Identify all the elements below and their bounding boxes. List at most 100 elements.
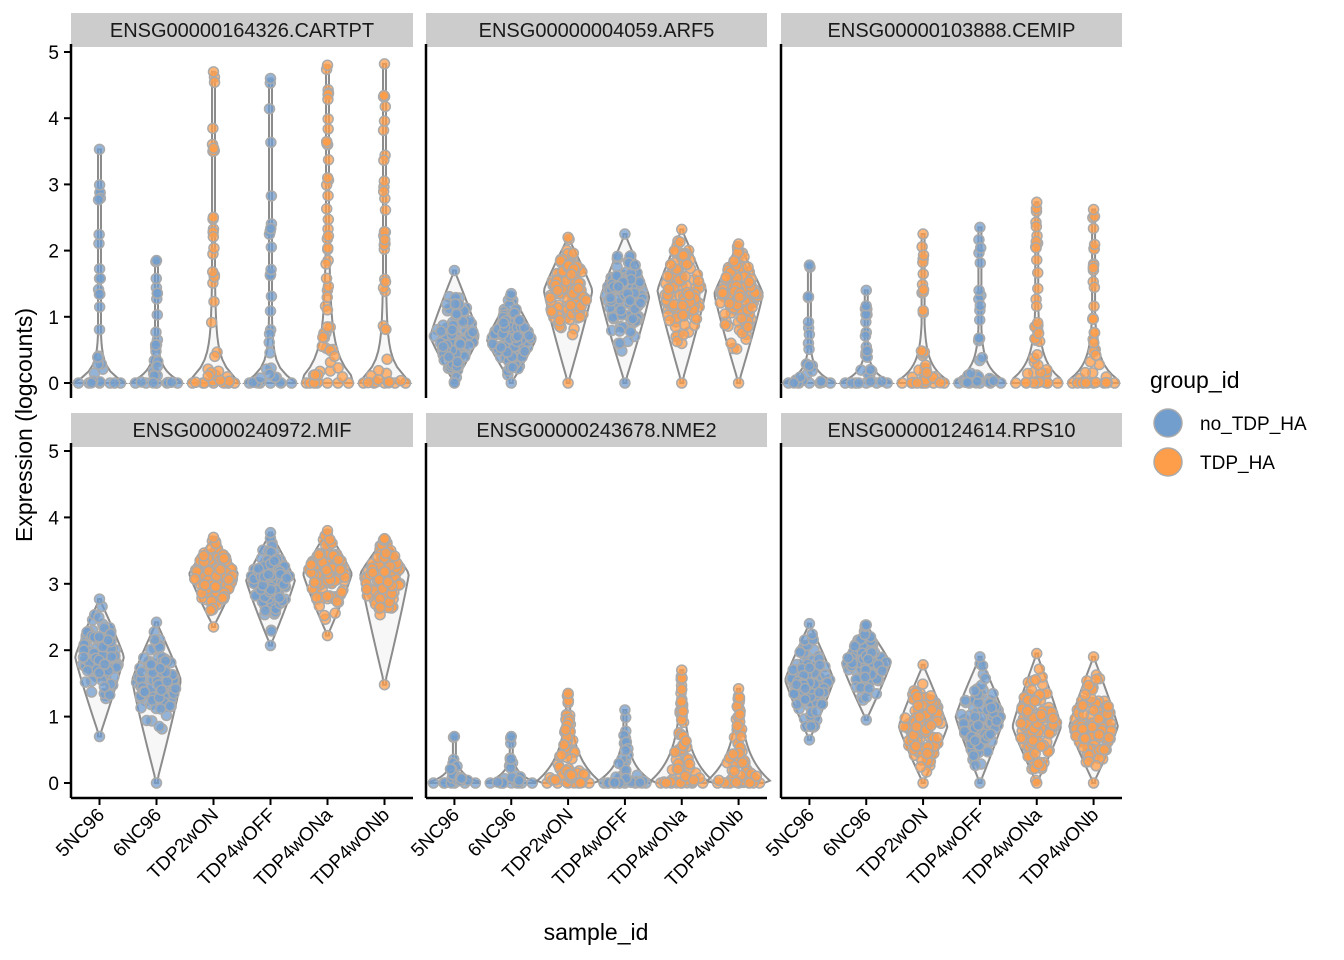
legend-swatch-tdp-ha <box>1153 447 1183 477</box>
data-point <box>1087 651 1100 663</box>
data-point <box>435 325 447 338</box>
x-tick-label: 5NC96 <box>407 805 464 862</box>
data-point <box>910 721 923 733</box>
data-point <box>613 757 625 770</box>
data-point <box>731 720 743 732</box>
data-point <box>743 777 756 789</box>
data-point <box>1079 366 1092 379</box>
data-point <box>917 228 929 240</box>
data-point <box>1082 679 1095 692</box>
data-point <box>969 759 981 772</box>
data-point <box>1051 377 1064 389</box>
data-point <box>612 280 625 293</box>
data-point <box>264 305 277 317</box>
data-point <box>1088 327 1101 339</box>
data-point <box>379 204 392 216</box>
data-point <box>719 308 731 320</box>
data-point <box>380 323 392 336</box>
data-point <box>265 241 278 253</box>
data-point <box>448 730 461 743</box>
data-point <box>549 774 562 786</box>
data-point <box>372 374 385 386</box>
data-point <box>1032 282 1044 295</box>
facet-strip <box>71 13 413 47</box>
violin <box>837 284 896 389</box>
data-point <box>189 376 202 389</box>
data-point <box>855 364 867 376</box>
data-point <box>1032 327 1045 340</box>
data-point <box>320 135 333 148</box>
data-point <box>921 747 933 760</box>
data-point <box>917 304 929 317</box>
data-point <box>93 593 106 605</box>
data-point <box>671 335 683 348</box>
data-point <box>662 283 675 295</box>
data-point <box>1090 376 1102 389</box>
data-point <box>860 300 872 312</box>
data-point <box>860 619 872 631</box>
data-point <box>103 689 116 701</box>
violin <box>1068 651 1119 789</box>
data-point <box>378 678 391 691</box>
data-point <box>165 376 178 388</box>
data-point <box>378 58 391 70</box>
violin <box>784 617 836 746</box>
legend-title: group_id <box>1150 367 1240 393</box>
data-point <box>513 774 525 787</box>
data-point <box>264 526 277 539</box>
data-point <box>199 579 211 591</box>
data-point <box>566 328 579 341</box>
data-point <box>619 744 632 757</box>
data-point <box>799 693 811 706</box>
y-tick-label: 5 <box>48 442 59 463</box>
data-point <box>378 233 391 246</box>
data-point <box>735 312 748 324</box>
data-point <box>736 757 749 769</box>
facet-strip-title: ENSG00000124614.RPS10 <box>828 420 1076 442</box>
data-point <box>305 559 317 571</box>
violin <box>535 687 601 789</box>
violin <box>127 254 186 389</box>
y-tick-label: 0 <box>48 774 59 795</box>
data-point <box>207 142 220 155</box>
data-point <box>93 288 106 301</box>
data-point <box>974 257 987 269</box>
data-point <box>320 564 333 576</box>
data-point <box>379 100 392 113</box>
data-point <box>742 321 754 333</box>
data-point <box>669 746 681 758</box>
data-point <box>264 347 276 359</box>
violin <box>300 59 355 389</box>
data-point <box>917 268 929 280</box>
data-point <box>683 289 696 301</box>
data-point <box>328 350 341 363</box>
violin <box>486 287 537 389</box>
data-point <box>567 247 580 259</box>
data-point <box>968 685 981 697</box>
violin <box>705 682 772 789</box>
data-point <box>725 337 737 350</box>
data-point <box>910 740 922 752</box>
data-point <box>1021 367 1034 380</box>
data-point <box>208 295 220 308</box>
data-point <box>335 586 348 598</box>
x-tick-label: 5NC96 <box>762 805 819 862</box>
data-point <box>859 330 872 342</box>
data-point <box>690 313 703 325</box>
data-point <box>746 301 758 314</box>
data-point <box>321 377 334 389</box>
data-point <box>1092 713 1105 725</box>
data-point <box>135 701 147 714</box>
data-point <box>216 592 229 604</box>
data-point <box>72 377 85 389</box>
data-point <box>1098 743 1111 756</box>
data-point <box>974 221 986 234</box>
data-point <box>676 223 688 236</box>
data-point <box>719 318 731 331</box>
data-point <box>803 734 816 746</box>
data-point <box>1087 313 1099 325</box>
data-point <box>619 228 631 240</box>
